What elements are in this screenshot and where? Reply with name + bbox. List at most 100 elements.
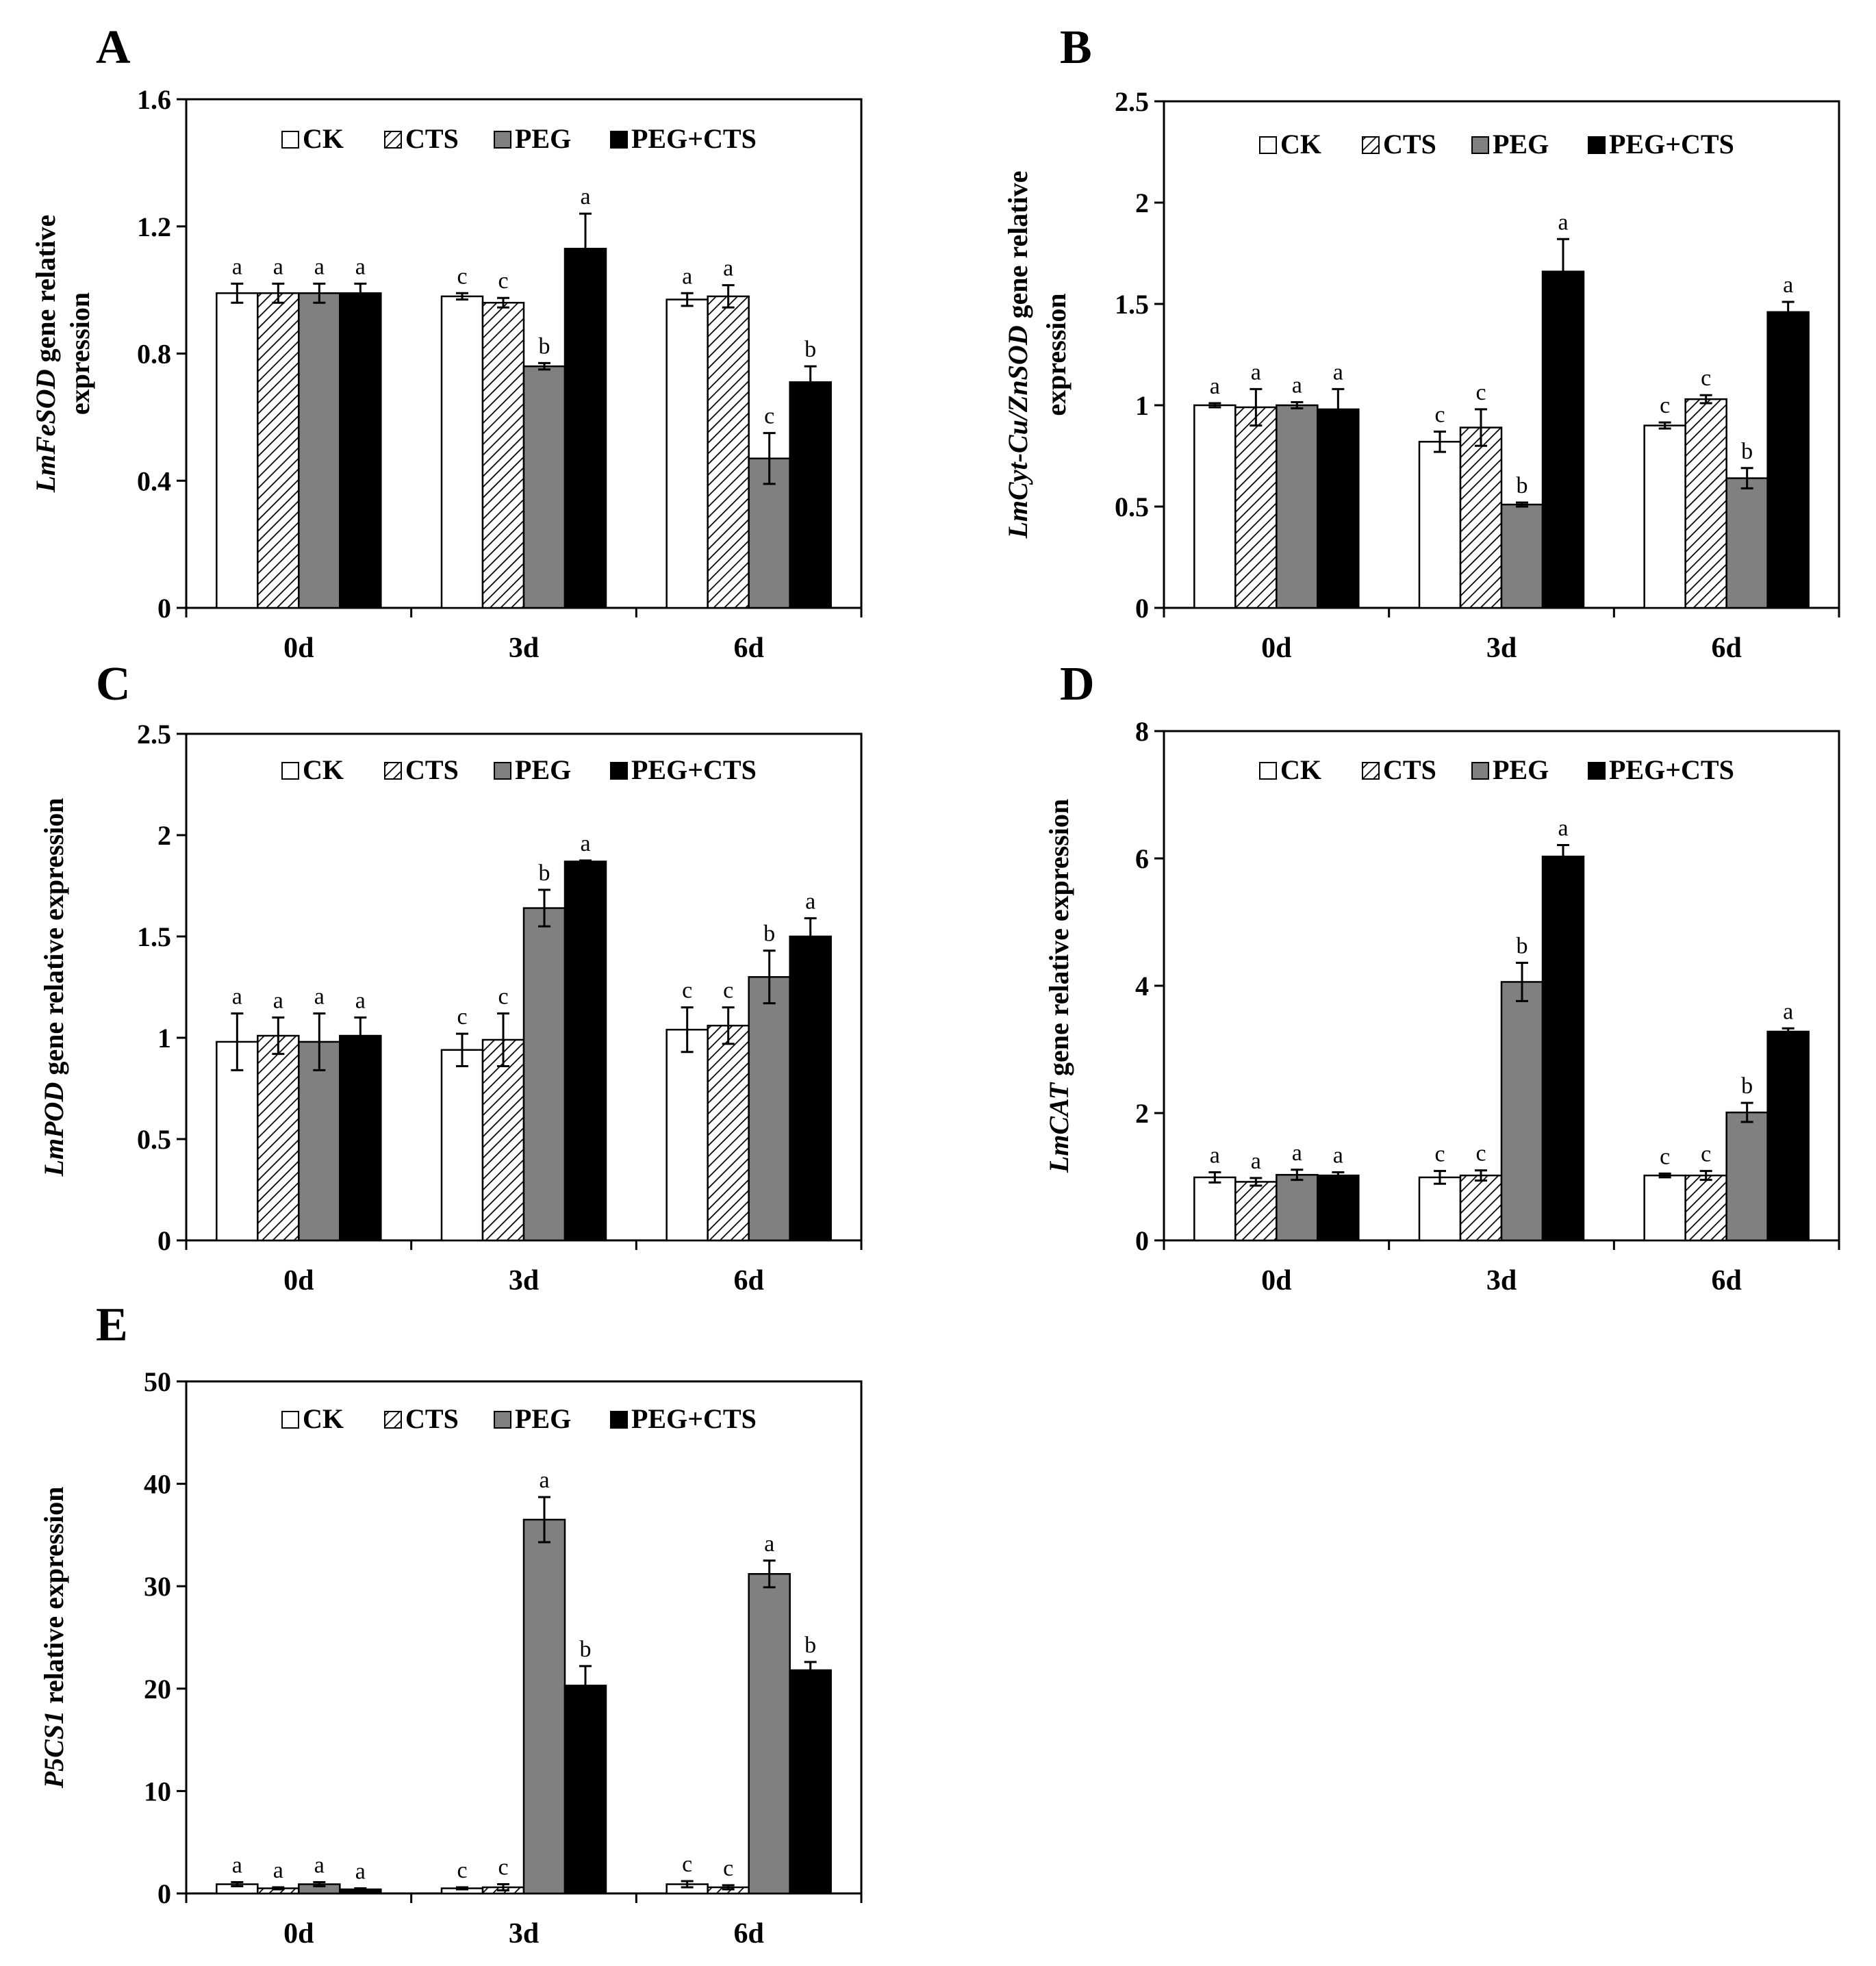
x-tick-label: 6d [1711,633,1741,664]
significance-letter: c [1475,380,1486,405]
significance-letter: c [1660,393,1670,418]
y-tick-label: 1.5 [1115,289,1149,320]
legend-label: PEG+CTS [1609,754,1734,785]
y-axis-gene-name: LmCAT [1043,1082,1074,1173]
bar-ck [440,1049,484,1242]
y-tick-label: 6 [1135,843,1149,874]
bar-ck [1193,1176,1237,1242]
bar-peg-plus-cts [563,248,607,609]
legend-swatch [1362,762,1380,780]
y-tick-label: 0.8 [137,339,171,370]
bar-cts [257,292,300,609]
bar-peg-plus-cts [789,935,832,1242]
y-tick-label: 1 [1135,390,1149,421]
significance-letter: c [1701,1142,1711,1167]
significance-letter: a [580,184,590,209]
legend-swatch [1259,136,1277,154]
bar-peg-plus-cts [563,860,607,1242]
bar-peg-plus-cts [789,381,832,609]
legend-swatch [1588,136,1606,154]
bar-peg-plus-cts [789,1669,832,1895]
x-tick-label: 0d [1261,1265,1291,1297]
bar-peg [1276,1173,1319,1242]
bar-peg-plus-cts [339,1034,382,1242]
x-tick-label: 3d [509,1918,539,1950]
significance-letter: a [1558,209,1568,235]
legend-swatch [384,762,402,780]
legend-label: PEG [515,123,571,154]
significance-letter: b [539,333,550,359]
bar-ck [1643,424,1686,609]
y-axis-label: LmCAT gene relative expression [1043,799,1074,1173]
bar-ck [1193,404,1237,609]
significance-letter: a [1292,373,1302,398]
bar-peg [1725,477,1769,609]
legend-swatch [1471,762,1489,780]
legend-swatch [610,762,628,780]
y-tick-label: 2 [1135,188,1149,218]
legend-label: CTS [405,1403,459,1434]
significance-letter: a [1783,272,1793,298]
significance-letter: a [1251,359,1261,385]
y-tick-label: 10 [144,1776,171,1807]
y-tick-label: 20 [144,1674,171,1705]
y-tick-label: 1 [157,1023,171,1054]
panel-letter: B [1060,21,1092,74]
significance-letter: c [498,1855,508,1880]
x-tick-label: 0d [283,1265,314,1297]
legend-swatch [610,1411,628,1429]
y-tick-label: 0 [1135,593,1149,624]
significance-letter: c [457,1858,467,1883]
significance-letter: a [314,1853,325,1878]
bar-ck [440,295,484,609]
x-tick-label: 0d [283,1918,314,1950]
y-axis-label-text: relative expression [38,1487,69,1711]
y-tick-label: 40 [144,1469,171,1500]
chart-panel-A: A 0 0.4 0.8 1.2 1.6 0d 3d 6d a c a a c a a b c a a b CK CTS PEG… [30,21,863,664]
significance-letter: c [498,268,508,294]
y-tick-label: 0 [157,593,171,624]
legend-swatch [1471,136,1489,154]
significance-letter: a [1210,1142,1220,1168]
significance-letter: a [314,984,325,1009]
bar-peg [748,1572,791,1895]
bar-ck [666,298,709,609]
significance-letter: a [355,1859,366,1885]
legend-label: CTS [405,754,459,785]
y-tick-label: 2 [157,820,171,851]
legend-label: PEG+CTS [631,754,757,785]
legend-label: CK [1280,754,1321,785]
bar-cts [1459,426,1503,609]
legend-label: CTS [1383,754,1436,785]
legend-label: PEG [515,754,571,785]
y-tick-label: 2.5 [1115,86,1149,117]
significance-letter: b [1741,439,1753,464]
legend-swatch [281,131,299,149]
significance-letter: b [539,860,550,886]
bar-peg [1276,404,1319,609]
bar-ck [1418,1176,1462,1242]
significance-letter: c [1434,402,1445,427]
significance-letter: a [723,256,733,281]
bar-cts [1459,1174,1503,1242]
legend-label: CK [303,1403,344,1434]
y-tick-label: 1.2 [137,212,171,242]
y-axis-label-text: gene relative [1002,171,1033,326]
legend-label: CTS [1383,129,1436,159]
significance-letter: a [273,254,283,279]
legend-swatch [494,762,511,780]
bar-cts [1684,398,1727,609]
legend-label: PEG [1493,129,1549,159]
y-tick-label: 0.5 [137,1124,171,1155]
bar-peg [298,292,341,609]
significance-letter: c [723,1856,733,1881]
y-tick-label: 0.4 [137,465,171,496]
bar-cts [481,301,525,609]
legend-label: CTS [405,123,459,154]
legend-swatch [494,1411,511,1429]
bar-peg [522,365,566,609]
y-tick-label: 0 [1135,1225,1149,1256]
legend-swatch [1259,762,1277,780]
bar-cts [257,1034,300,1242]
x-tick-label: 6d [1711,1265,1741,1297]
